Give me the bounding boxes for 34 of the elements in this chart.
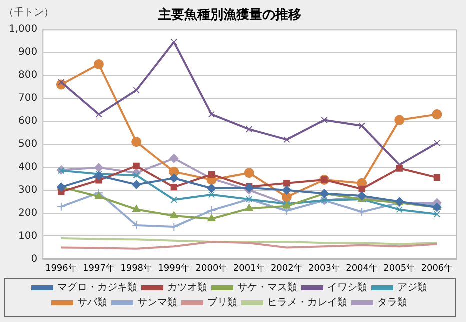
- x-tick-label: 1996年: [45, 262, 78, 274]
- y-tick-label: 500: [18, 138, 38, 150]
- y-tick-label: 400: [18, 162, 38, 173]
- x-tick-label: 2000年: [196, 262, 228, 274]
- y-tick-label: 900: [18, 47, 38, 58]
- legend-label: カツオ類: [168, 282, 208, 294]
- legend-label: サケ・マス類: [238, 282, 298, 294]
- x-tick-label: 2004年: [346, 262, 378, 274]
- x-tick-label: 1998年: [120, 262, 153, 274]
- legend-label: マグロ・カジキ類: [58, 282, 138, 294]
- x-tick-label: 1997年: [83, 262, 115, 274]
- legend-label: サバ類: [78, 296, 108, 309]
- y-tick-label: 800: [18, 70, 38, 82]
- y-tick-label: 700: [18, 93, 38, 104]
- legend-label: ブリ類: [208, 296, 238, 309]
- x-tick-label: 2002年: [270, 262, 303, 274]
- legend-label: タラ類: [378, 296, 408, 309]
- y-tick-label: 200: [18, 208, 38, 219]
- chart-title: 主要魚種別漁獲量の推移: [158, 7, 302, 24]
- x-tick-label: 2005年: [384, 262, 416, 274]
- y-tick-label: 1,000: [8, 24, 38, 36]
- y-axis-title: （千トン）: [4, 6, 54, 19]
- y-tick-label: 300: [18, 184, 38, 196]
- legend-label: ヒラメ・カレイ類: [268, 296, 348, 309]
- x-tick-label: 2003年: [308, 262, 340, 274]
- legend-label: イワシ類: [328, 282, 368, 294]
- y-tick-label: 600: [18, 116, 38, 128]
- y-tick-label: 100: [18, 230, 38, 242]
- y-tick-label: 0: [31, 254, 38, 265]
- x-tick-label: 2006年: [421, 262, 454, 274]
- legend-label: アジ類: [398, 282, 428, 294]
- x-tick-label: 1999年: [158, 262, 190, 274]
- x-tick-label: 2001年: [233, 262, 266, 274]
- legend-label: サンマ類: [138, 296, 178, 309]
